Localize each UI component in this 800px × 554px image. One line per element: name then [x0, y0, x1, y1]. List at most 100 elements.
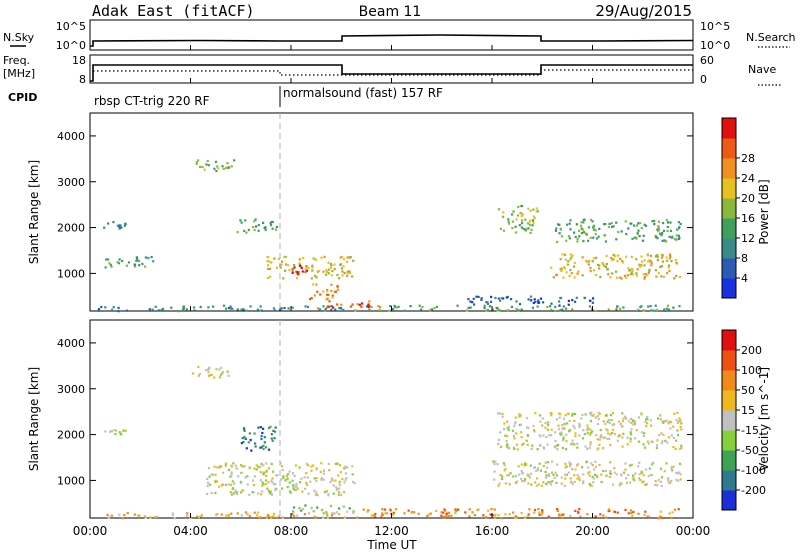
power-cell: [625, 255, 628, 258]
vel-cell: [454, 508, 457, 511]
power-cell: [256, 308, 259, 311]
power-cell: [607, 273, 610, 276]
vel-cell: [138, 514, 141, 517]
power-cell: [617, 230, 620, 234]
vel-cell: [221, 372, 224, 375]
vel-cell: [208, 475, 211, 478]
power-cell: [316, 307, 320, 310]
vel-cell: [442, 511, 445, 514]
vel-cell: [512, 434, 515, 438]
vel-cell: [580, 417, 583, 420]
power-cell: [554, 229, 557, 232]
power-cell: [676, 228, 679, 231]
vel-cell: [340, 493, 343, 496]
power-cell: [615, 221, 618, 224]
power-cell: [418, 304, 421, 307]
vel-cell: [270, 479, 273, 482]
power-cell: [655, 236, 658, 239]
vel-cell: [233, 492, 236, 495]
vel-cell: [644, 420, 647, 423]
vel-cell: [546, 428, 549, 431]
vel-cell: [520, 477, 523, 480]
vel-cell: [392, 511, 395, 514]
vel-cell: [507, 473, 510, 477]
vel-cell: [246, 475, 249, 478]
vel-cell: [109, 430, 112, 433]
power-cell: [641, 239, 644, 242]
vel-cell: [560, 482, 563, 485]
power-cell: [349, 305, 353, 308]
vel-cell: [520, 470, 523, 473]
power-cell: [502, 297, 505, 300]
vel-cell: [220, 366, 223, 369]
power-cell: [633, 224, 636, 227]
vel-cell: [260, 435, 263, 438]
vel-cell: [344, 472, 347, 475]
vel-cell: [561, 424, 564, 427]
power-cell: [279, 266, 282, 269]
vel-cell: [208, 374, 211, 377]
freq-tick-top: 18: [72, 54, 86, 67]
vel-cell: [384, 512, 387, 515]
power-cell: [346, 274, 349, 277]
power-cell: [677, 237, 680, 240]
vel-cell: [338, 487, 341, 490]
vel-cell: [304, 487, 307, 490]
vel-cell: [445, 515, 448, 518]
power-cell: [596, 263, 599, 266]
velocity-colorbar-label: Velocity [m s^-1]: [757, 367, 771, 471]
power-colorbar-swatch: [722, 178, 736, 199]
power-cell: [564, 258, 567, 261]
vel-cell: [336, 462, 339, 465]
power-cell: [287, 264, 290, 267]
vel-cell: [624, 468, 627, 471]
vel-cell: [211, 473, 214, 476]
x-tick-label: 00:00: [676, 524, 711, 538]
vel-cell: [645, 425, 648, 428]
vel-cell: [198, 372, 202, 376]
power-echo-region: [103, 221, 127, 230]
vel-cell: [562, 436, 565, 439]
power-cell: [669, 255, 672, 258]
vel-cell: [594, 460, 597, 463]
vel-cell: [527, 514, 530, 518]
power-cell: [532, 208, 535, 211]
power-cell: [253, 220, 256, 223]
vel-cell: [545, 482, 548, 485]
vel-cell: [322, 478, 325, 481]
power-cell: [576, 272, 579, 275]
vel-cell: [611, 423, 614, 426]
power-cell: [109, 263, 112, 266]
power-cell: [535, 207, 538, 210]
vel-cell: [632, 477, 635, 480]
vel-cell: [305, 472, 308, 475]
vel-cell: [602, 420, 605, 423]
power-cell: [516, 214, 520, 217]
vel-cell: [313, 489, 316, 492]
vel-cell: [366, 510, 369, 513]
vel-cell: [520, 431, 523, 434]
vel-cell: [678, 462, 681, 465]
vel-cell: [270, 437, 273, 440]
vel-cell: [538, 513, 541, 516]
power-cell: [550, 302, 553, 305]
vel-cell: [544, 426, 547, 429]
power-cell: [377, 305, 380, 308]
power-cell: [511, 220, 514, 223]
power-cell: [298, 262, 301, 265]
vel-cell: [667, 479, 670, 482]
power-cell: [341, 274, 344, 277]
vel-cell: [642, 474, 645, 477]
vel-cell: [221, 371, 224, 374]
power-cell: [611, 272, 614, 275]
vel-cell: [230, 473, 233, 476]
vel-cell: [119, 432, 122, 435]
power-cell: [598, 227, 601, 230]
vel-cell: [214, 513, 217, 516]
power-cell: [581, 228, 584, 231]
vel-cell: [621, 412, 624, 415]
power-cell: [560, 235, 563, 238]
power-echo-region: [291, 264, 309, 276]
